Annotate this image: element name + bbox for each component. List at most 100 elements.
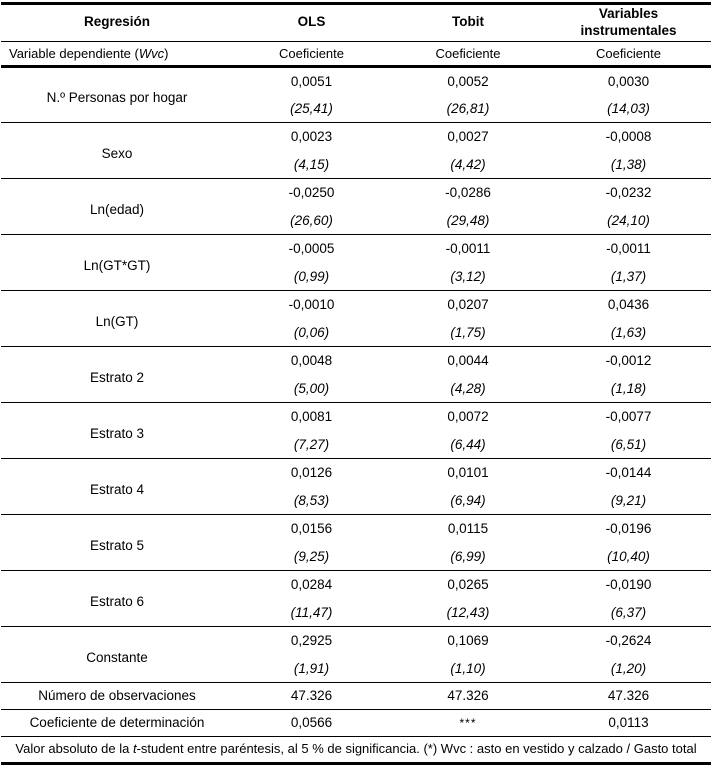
depvar-symbol: Wvc <box>138 45 165 61</box>
table-body-summary: Número de observaciones 47.326 47.326 47… <box>1 682 711 737</box>
footer-note-pre: Valor absoluto de la <box>15 740 133 756</box>
iv-coefficient: -0,0232 <box>605 185 652 200</box>
table-row-tstat: (0,99) (3,12) (1,37) <box>1 262 711 291</box>
iv-coefficient: -0,0196 <box>605 521 652 536</box>
tobit-tstat: (6,99) <box>390 542 546 571</box>
table-row-coefficient: Estrato 6 0,0284 0,0265 -0,0190 <box>1 570 711 627</box>
header-ols: OLS <box>233 3 390 42</box>
table-row-coefficient: N.º Personas por hogar 0,0051 0,0052 0,0… <box>1 66 711 123</box>
header-tobit: Tobit <box>390 3 546 42</box>
table-row-tstat: (25,41) (26,81) (14,03) <box>1 94 711 123</box>
tobit-tstat: (26,81) <box>390 94 546 123</box>
table-footer: Valor absoluto de la t-student entre par… <box>1 736 711 766</box>
ols-tstat: (5,00) <box>233 374 390 403</box>
ols-coefficient: 0,0048 <box>290 353 333 368</box>
variable-label: Constante <box>1 626 233 683</box>
tobit-coefficient: 0,0072 <box>447 409 489 424</box>
ols-coefficient: 0,2925 <box>290 633 333 648</box>
ols-tstat: (4,15) <box>233 150 390 179</box>
iv-coefficient: 0,0030 <box>607 73 650 89</box>
variable-label: N.º Personas por hogar <box>1 66 233 123</box>
variable-label: Estrato 2 <box>1 346 233 403</box>
tobit-coefficient: -0,0286 <box>445 185 491 200</box>
summary-tobit-value: *** <box>390 709 546 737</box>
ols-coefficient: 0,0156 <box>290 521 333 536</box>
table-row-coefficient: Estrato 4 0,0126 0,0101 -0,0144 <box>1 458 711 515</box>
ols-tstat: (8,53) <box>233 486 390 515</box>
iv-tstat: (10,40) <box>546 542 711 571</box>
summary-label: Coeficiente de determinación <box>1 709 233 737</box>
table-subheader-row: Variable dependiente (Wvc) Coeficiente C… <box>1 41 711 68</box>
summary-iv-value: 0,0113 <box>546 709 711 737</box>
header-iv: Variables instrumentales <box>546 3 711 42</box>
tobit-coefficient: 0,0044 <box>447 353 489 368</box>
tobit-tstat: (29,48) <box>390 206 546 235</box>
iv-tstat: (1,38) <box>546 150 711 179</box>
coefficient-label-tobit: Coeficiente <box>390 41 546 68</box>
tobit-tstat: (4,28) <box>390 374 546 403</box>
footer-note-italic-t: t <box>132 740 137 756</box>
tobit-coefficient: -0,0011 <box>445 241 491 256</box>
table-row-coefficient: Ln(edad) -0,0250 -0,0286 -0,0232 <box>1 178 711 235</box>
table-row-tstat: (1,91) (1,10) (1,20) <box>1 654 711 683</box>
tobit-tstat: (1,75) <box>390 318 546 347</box>
iv-coefficient: 0,0436 <box>607 297 650 312</box>
ols-coefficient: 0,0284 <box>290 577 333 592</box>
iv-tstat: (1,37) <box>546 262 711 291</box>
table-header: Regresión OLS Tobit Variables instrument… <box>1 3 711 68</box>
variable-label: Ln(GT) <box>1 290 233 347</box>
tobit-tstat: (3,12) <box>390 262 546 291</box>
tobit-coefficient: 0,0265 <box>447 577 489 592</box>
iv-tstat: (14,03) <box>546 94 711 123</box>
ols-coefficient: 0,0023 <box>290 129 333 144</box>
table-row-coefficient: Constante 0,2925 0,1069 -0,2624 <box>1 626 711 683</box>
summary-ols-value: 0,0566 <box>233 709 390 737</box>
table-row-tstat: (9,25) (6,99) (10,40) <box>1 542 711 571</box>
iv-coefficient: -0,0012 <box>605 353 652 368</box>
ols-coefficient: -0,0005 <box>288 241 335 256</box>
table-row-tstat: (7,27) (6,44) (6,51) <box>1 430 711 459</box>
ols-coefficient: 0,0081 <box>290 409 333 424</box>
iv-tstat: (9,21) <box>546 486 711 515</box>
table-row-coefficient: Ln(GT*GT) -0,0005 -0,0011 -0,0011 <box>1 234 711 291</box>
table-row-tstat: (11,47) (12,43) (6,37) <box>1 598 711 627</box>
table-row-tstat: (5,00) (4,28) (1,18) <box>1 374 711 403</box>
ols-coefficient: -0,0010 <box>288 297 335 312</box>
iv-tstat: (1,20) <box>546 654 711 683</box>
ols-tstat: (11,47) <box>233 598 390 627</box>
depvar-post: ) <box>164 45 169 61</box>
tobit-tstat: (4,42) <box>390 150 546 179</box>
iv-tstat: (6,37) <box>546 598 711 627</box>
table-header-row: Regresión OLS Tobit Variables instrument… <box>1 3 711 42</box>
table-row-tstat: (4,15) (4,42) (1,38) <box>1 150 711 179</box>
iv-coefficient: -0,0077 <box>605 409 652 424</box>
summary-row: Coeficiente de determinación 0,0566 *** … <box>1 709 711 737</box>
tobit-coefficient: 0,0052 <box>447 73 489 89</box>
header-iv-label: Variables instrumentales <box>580 6 677 38</box>
summary-ols-value: 47.326 <box>233 682 390 710</box>
iv-tstat: (24,10) <box>546 206 711 235</box>
ols-coefficient: -0,0250 <box>288 185 335 200</box>
footer-note-post: -student entre paréntesis, al 5 % de sig… <box>136 740 697 756</box>
variable-label: Estrato 4 <box>1 458 233 515</box>
variable-label: Sexo <box>1 122 233 179</box>
table-row-coefficient: Sexo 0,0023 0,0027 -0,0008 <box>1 122 711 179</box>
tobit-tstat: (1,10) <box>390 654 546 683</box>
tobit-coefficient: 0,0101 <box>447 465 489 480</box>
variable-label: Estrato 6 <box>1 570 233 627</box>
variable-label: Estrato 3 <box>1 402 233 459</box>
summary-row: Número de observaciones 47.326 47.326 47… <box>1 682 711 710</box>
table-row-coefficient: Estrato 5 0,0156 0,0115 -0,0196 <box>1 514 711 571</box>
tobit-coefficient: 0,0207 <box>447 297 489 312</box>
iv-tstat: (6,51) <box>546 430 711 459</box>
iv-coefficient: -0,0190 <box>605 577 652 592</box>
iv-tstat: (1,18) <box>546 374 711 403</box>
ols-tstat: (0,99) <box>233 262 390 291</box>
iv-coefficient: -0,0008 <box>605 129 652 144</box>
tobit-coefficient: 0,0115 <box>447 521 489 536</box>
table-row-coefficient: Estrato 2 0,0048 0,0044 -0,0012 <box>1 346 711 403</box>
iv-coefficient: -0,0011 <box>606 241 651 256</box>
table-row-coefficient: Ln(GT) -0,0010 0,0207 0,0436 <box>1 290 711 347</box>
depvar-pre: Variable dependiente ( <box>9 45 139 61</box>
